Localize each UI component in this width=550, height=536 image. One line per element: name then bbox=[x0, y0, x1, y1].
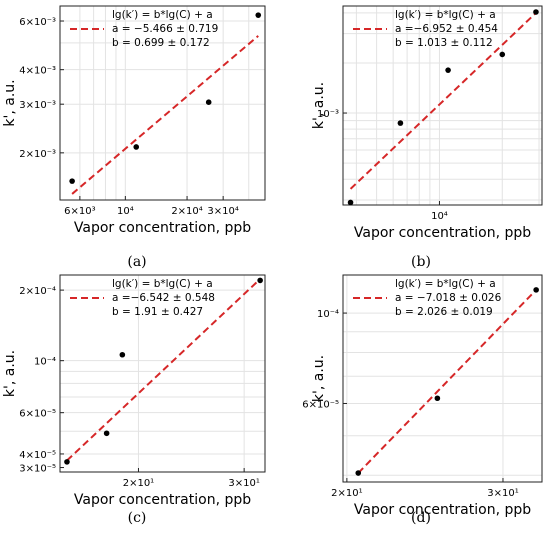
x-axis-label: Vapor concentration, ppb bbox=[74, 220, 251, 236]
y-tick-label: 6×10⁻³ bbox=[19, 17, 56, 28]
data-point bbox=[397, 120, 404, 126]
chart-panel-1: 6×10³ 10⁴ 2×10⁴ 3×10⁴ 2×10⁻³ 3×10⁻³ 4×10⁻³ 6×10… bbox=[2, 5, 266, 270]
y-tick-label: 10⁻⁴ bbox=[317, 309, 339, 320]
y-tick-label: 4×10⁻³ bbox=[19, 66, 56, 77]
data-point bbox=[434, 395, 441, 402]
y-tick-label: 6×10⁻⁵ bbox=[19, 409, 56, 420]
x-axis-label: Vapor concentration, ppb bbox=[354, 502, 531, 518]
legend-a-value: a =−6.542 ± 0.548 bbox=[112, 292, 215, 304]
x-tick-label: 2×10¹ bbox=[331, 488, 362, 499]
panel-caption: (c) bbox=[128, 510, 147, 526]
legend-a-value: a =−6.952 ± 0.454 bbox=[395, 23, 498, 35]
fit-line bbox=[349, 12, 537, 190]
y-tick-label: 10⁻⁴ bbox=[34, 357, 56, 368]
panel-caption: (d) bbox=[411, 510, 431, 526]
legend-b-value: b = 1.91 ± 0.427 bbox=[112, 306, 203, 318]
y-tick-label: 10⁻³ bbox=[317, 109, 339, 120]
x-axis-label: Vapor concentration, ppb bbox=[74, 492, 251, 508]
x-tick-label: 10⁴ bbox=[431, 211, 448, 222]
data-point bbox=[69, 178, 75, 184]
x-tick-label: 3×10⁴ bbox=[207, 206, 238, 217]
x-tick-label: 10⁴ bbox=[117, 206, 134, 217]
chart-panel-4: 2×10¹ 3×10¹ 6×10⁻⁵ 10⁻⁴ lg(k′) = b*lg(C) + a… bbox=[302, 274, 543, 526]
y-tick-label: 3×10⁻³ bbox=[19, 100, 56, 111]
y-tick-label: 3×10⁻⁵ bbox=[19, 464, 56, 475]
data-point bbox=[64, 459, 70, 465]
y-axis-label: k', a.u. bbox=[311, 82, 327, 129]
y-axis-label: k', a.u. bbox=[311, 355, 327, 402]
chart-panel-2: 10⁴ 10⁻³ lg(k′) = b*lg(C) + a a =−6.952 ± 0… bbox=[311, 5, 543, 270]
panel-caption: (a) bbox=[127, 254, 146, 270]
data-point bbox=[533, 9, 539, 15]
plot-frame bbox=[342, 5, 543, 206]
data-point bbox=[205, 99, 212, 106]
legend-equation: lg(k′) = b*lg(C) + a bbox=[395, 9, 496, 21]
legend-b-value: b = 2.026 ± 0.019 bbox=[395, 306, 493, 318]
x-tick-label: 3×10¹ bbox=[228, 478, 259, 489]
legend-a-value: a = −7.018 ± 0.026 bbox=[395, 292, 502, 304]
data-point bbox=[499, 51, 506, 58]
panel-caption: (b) bbox=[411, 254, 431, 270]
fit-line bbox=[66, 278, 261, 462]
y-axis-label: k', a.u. bbox=[2, 350, 18, 397]
x-tick-label: 2×10⁴ bbox=[171, 206, 202, 217]
x-tick-label: 2×10¹ bbox=[123, 478, 154, 489]
y-tick-label: 2×10⁻³ bbox=[19, 149, 56, 160]
data-point bbox=[103, 430, 110, 437]
legend-equation: lg(k′) = b*lg(C) + a bbox=[395, 278, 496, 290]
legend-a-value: a = −5.466 ± 0.719 bbox=[112, 23, 218, 35]
data-point bbox=[347, 199, 354, 206]
legend-equation: lg(k′) = b*lg(C) + a bbox=[112, 9, 213, 21]
y-tick-label: 2×10⁻⁴ bbox=[19, 286, 56, 297]
plot-frame bbox=[59, 5, 266, 201]
y-tick-label: 6×10⁻⁵ bbox=[302, 399, 339, 410]
plot-frame bbox=[342, 274, 543, 483]
fit-line bbox=[71, 35, 259, 195]
data-point bbox=[355, 470, 362, 476]
plot-frame bbox=[59, 274, 266, 473]
x-axis-label: Vapor concentration, ppb bbox=[354, 225, 531, 241]
data-point bbox=[255, 12, 262, 18]
data-point bbox=[133, 144, 140, 150]
y-axis-label: k', a.u. bbox=[2, 79, 18, 126]
y-tick-label: 4×10⁻⁵ bbox=[19, 450, 56, 461]
x-tick-label: 3×10¹ bbox=[487, 488, 518, 499]
legend-equation: lg(k′) = b*lg(C) + a bbox=[112, 278, 213, 290]
data-point bbox=[445, 67, 451, 73]
chart-panel-3: 2×10¹ 3×10¹ 3×10⁻⁵ 4×10⁻⁵ 6×10⁻⁵ 10⁻⁴ 2×10⁻⁴ lg… bbox=[2, 274, 266, 526]
legend-b-value: b = 1.013 ± 0.112 bbox=[395, 37, 493, 49]
fit-line bbox=[357, 289, 537, 474]
x-tick-label: 6×10³ bbox=[64, 206, 95, 217]
data-point bbox=[533, 287, 539, 293]
data-point bbox=[119, 351, 126, 358]
data-point bbox=[257, 277, 263, 284]
legend-b-value: b = 0.699 ± 0.172 bbox=[112, 37, 210, 49]
